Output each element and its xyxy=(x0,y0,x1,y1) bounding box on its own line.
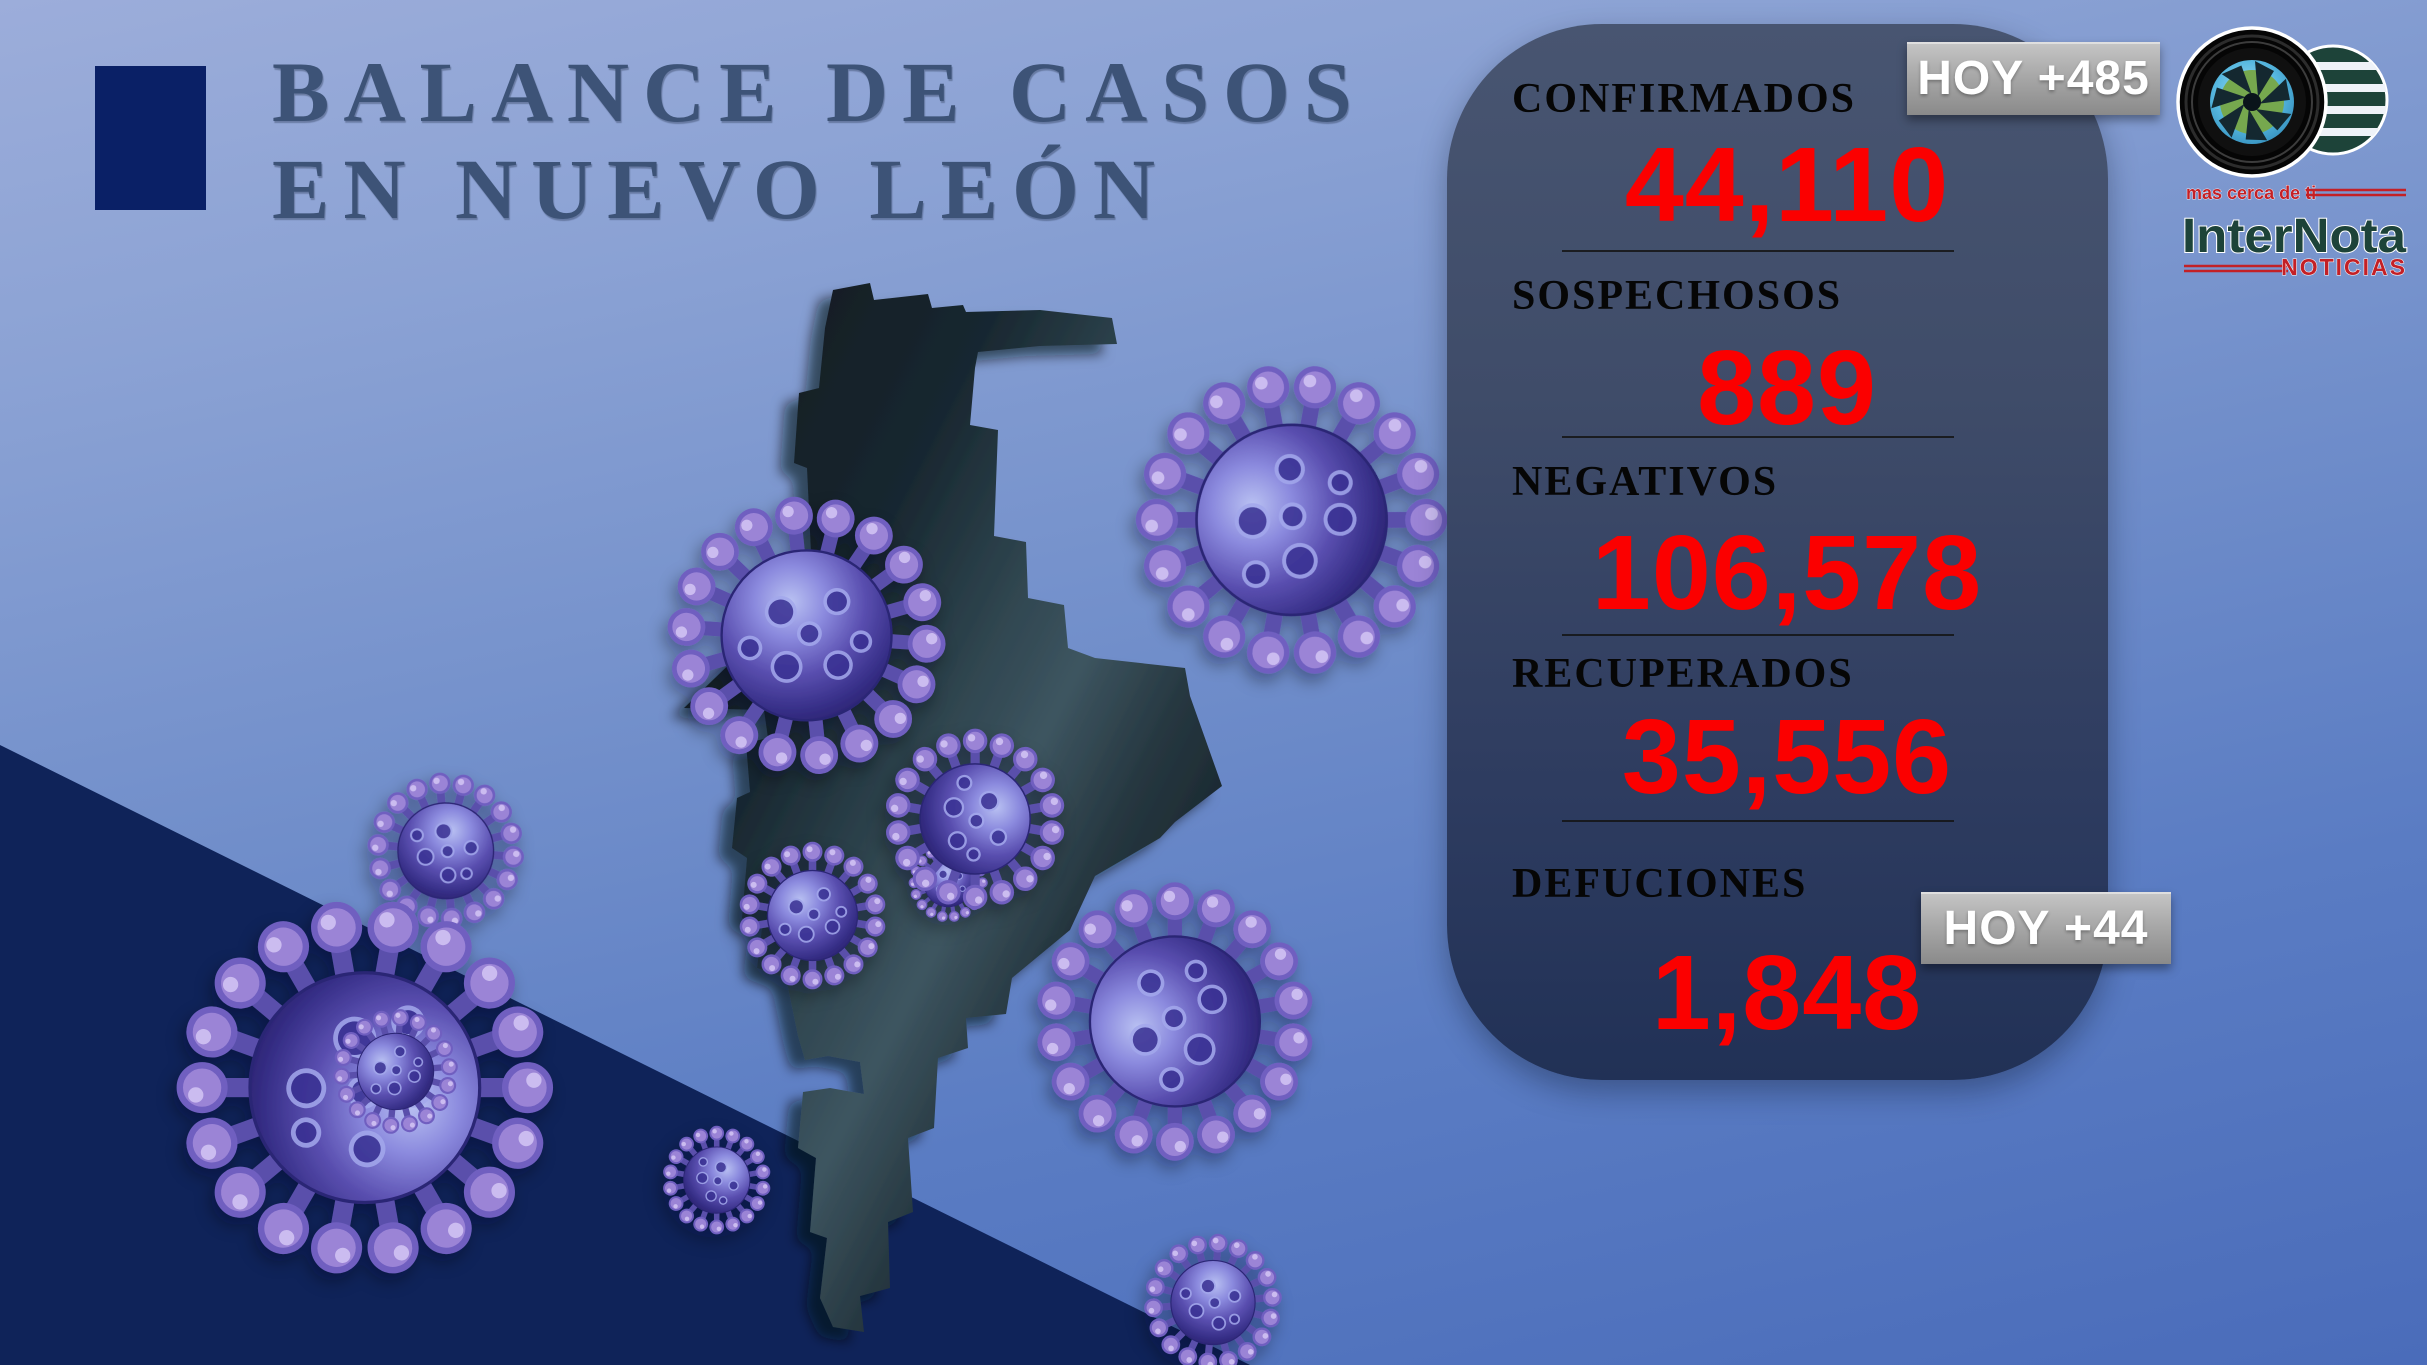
logo-name: InterNota xyxy=(2182,210,2406,263)
stat-value-sospechosos: 889 xyxy=(1697,329,1877,447)
stat-label-negativos: NEGATIVOS xyxy=(1512,459,1779,505)
title-accent-square xyxy=(95,66,206,210)
divider xyxy=(1562,634,1954,636)
page-title-line2: EN NUEVO LEÓN xyxy=(272,141,1170,237)
stat-label-sospechosos: SOSPECHOSOS xyxy=(1512,273,1843,319)
stat-label-defunciones: DEFUCIONES xyxy=(1512,861,1808,907)
corner-triangle xyxy=(0,745,1250,1365)
stat-value-defunciones: 1,848 xyxy=(1651,934,1923,1052)
logo-subtitle: NOTICIAS xyxy=(2281,254,2407,276)
today-badge-confirmados: HOY +485 xyxy=(1907,42,2160,115)
logo-camera-lens-icon xyxy=(2176,26,2328,178)
stat-label-recuperados: RECUPERADOS xyxy=(1512,651,1854,697)
page-title: BALANCE DE CASOS EN NUEVO LEÓN xyxy=(272,44,1572,238)
internota-logo: mas cerca de ti InterNota NOTICIAS xyxy=(2176,26,2407,276)
stat-value-negativos: 106,578 xyxy=(1591,514,1983,632)
page-title-line1: BALANCE DE CASOS xyxy=(272,44,1366,140)
divider xyxy=(1562,250,1954,252)
stat-value-confirmados: 44,110 xyxy=(1624,126,1950,244)
logo-tagline: mas cerca de ti xyxy=(2186,183,2316,203)
stats-panel: CONFIRMADOS 44,110 SOSPECHOSOS 889 NEGAT… xyxy=(1447,24,2108,1080)
stat-label-confirmados: CONFIRMADOS xyxy=(1512,76,1856,122)
today-badge-defunciones: HOY +44 xyxy=(1921,892,2171,964)
divider xyxy=(1562,820,1954,822)
stat-value-recuperados: 35,556 xyxy=(1621,698,1953,816)
divider xyxy=(1562,436,1954,438)
